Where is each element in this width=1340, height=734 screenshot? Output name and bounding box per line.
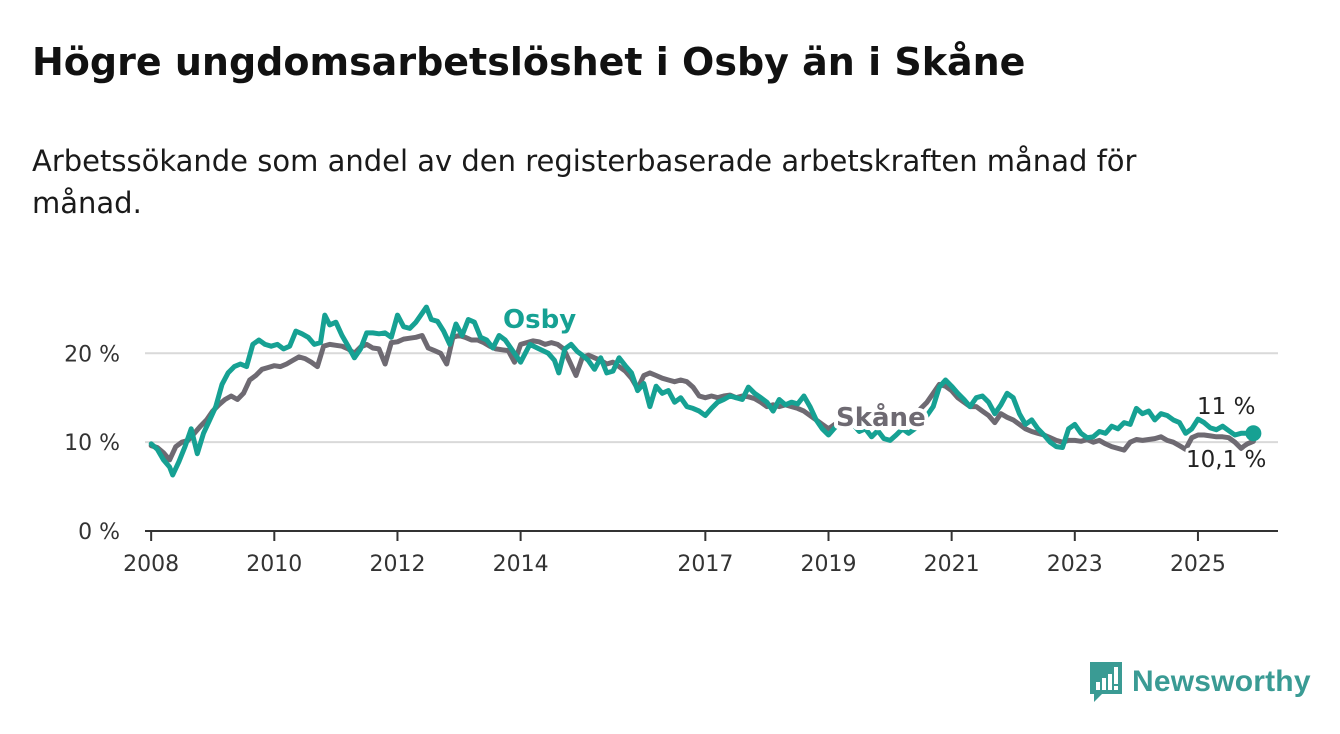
- end-value-label: 10,1 %: [1186, 447, 1266, 473]
- x-axis-ticks: 2008 2010 2012 2014 2017 2019 2021 2023 2025: [123, 531, 1226, 577]
- x-tick-label: 2008: [123, 552, 179, 577]
- chart-subtitle: Arbetssökande som andel av den registerb…: [32, 144, 1137, 220]
- y-axis-ticks: 0 % 10 % 20 %: [64, 342, 120, 545]
- series-labels: Osby Skåne 11 % 10,1 %: [499, 301, 1269, 476]
- series-name-label: Osby: [503, 305, 576, 335]
- x-tick-label: 2023: [1047, 552, 1103, 577]
- x-tick-label: 2014: [493, 552, 549, 577]
- series-lines: [148, 304, 1262, 478]
- osby-end-marker: [1245, 425, 1262, 442]
- x-tick-label: 2012: [369, 552, 425, 577]
- series-line-skane: [148, 333, 1256, 463]
- series-name-label: Skåne: [836, 401, 926, 433]
- end-value-label: 11 %: [1197, 394, 1255, 420]
- y-tick-label: 10 %: [64, 431, 120, 456]
- chart-title: Högre ungdomsarbetslöshet i Osby än i Sk…: [32, 40, 1026, 84]
- x-tick-label: 2019: [800, 552, 856, 577]
- gridlines: [145, 352, 1278, 532]
- x-tick-label: 2021: [924, 552, 980, 577]
- y-tick-label: 0 %: [78, 520, 120, 545]
- newsworthy-logo: Newsworthy: [1088, 660, 1311, 704]
- series-line-osby: [148, 304, 1256, 478]
- x-tick-label: 2010: [246, 552, 302, 577]
- newsworthy-bar-chart-icon: [1090, 662, 1122, 702]
- brand-name: Newsworthy: [1132, 665, 1311, 698]
- x-tick-label: 2025: [1170, 552, 1226, 577]
- x-tick-label: 2017: [677, 552, 733, 577]
- y-tick-label: 20 %: [64, 342, 120, 367]
